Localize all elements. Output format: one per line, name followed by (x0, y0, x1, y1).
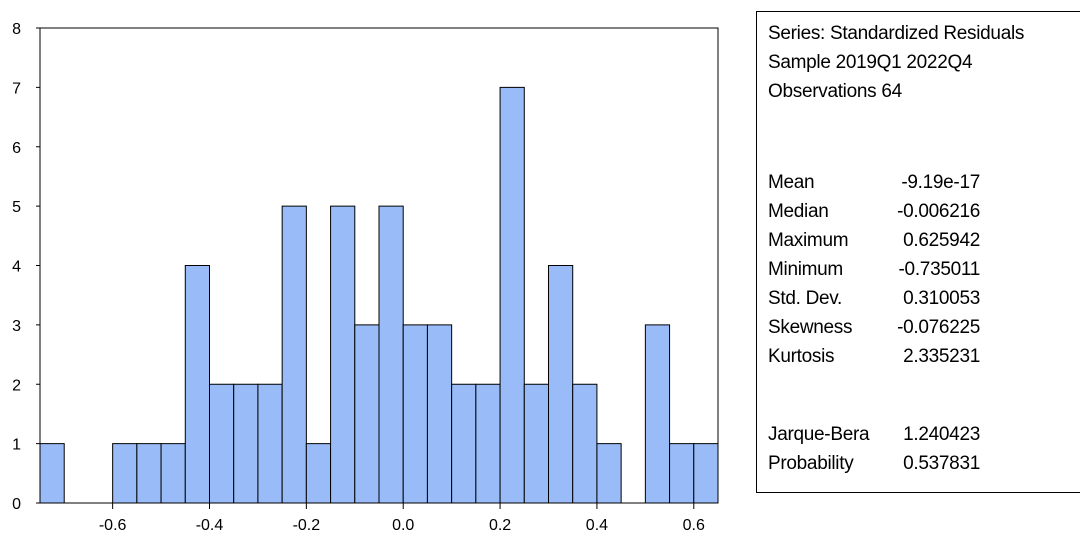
y-tick-label: 7 (12, 80, 21, 97)
histogram-bar (209, 383, 235, 504)
sample-range: Sample 2019Q1 2022Q4 (768, 52, 973, 73)
histogram-bar (499, 86, 525, 504)
histogram-bar (330, 205, 356, 504)
stat-value: 0.537831 (903, 453, 980, 474)
histogram-bar (305, 443, 332, 504)
x-tick-label: 0.0 (392, 517, 414, 534)
x-tick-label: 0.2 (489, 517, 511, 534)
stat-label: Maximum (768, 230, 849, 251)
histogram-bar (354, 324, 380, 504)
histogram-bar (112, 443, 138, 504)
descriptive-statistics-panel: Series: Standardized Residuals Sample 20… (756, 11, 1080, 493)
stat-value: -0.006216 (897, 201, 980, 222)
x-tick-label: 0.6 (683, 517, 705, 534)
y-tick-label: 4 (12, 259, 21, 276)
stat-value: -9.19e-17 (901, 172, 980, 193)
histogram-bar (378, 205, 404, 504)
y-tick-label: 8 (12, 21, 21, 38)
stat-value: -0.735011 (898, 259, 981, 280)
stat-label: Minimum (768, 259, 843, 280)
histogram-bar (596, 443, 622, 504)
stat-value: 1.240423 (903, 424, 980, 445)
histogram-bar (136, 443, 162, 504)
stats-header: Series: Standardized Residuals Sample 20… (768, 19, 1024, 106)
x-tick-label: -0.6 (99, 517, 127, 534)
stat-label: Kurtosis (768, 346, 835, 367)
stat-label: Jarque-Bera (768, 424, 870, 445)
histogram-bar (233, 383, 259, 504)
histogram-bar (475, 383, 501, 504)
histogram-bar (548, 265, 574, 504)
histogram-bar (184, 265, 211, 504)
stat-value: 0.625942 (903, 230, 980, 251)
stat-value: 2.335231 (903, 346, 980, 367)
histogram-bar (257, 383, 283, 504)
histogram-bar (693, 443, 719, 504)
x-tick-label: -0.4 (196, 517, 224, 534)
histogram-bar (669, 443, 695, 504)
histogram-bar (402, 324, 428, 504)
stat-label: Skewness (768, 317, 853, 338)
series-name: Series: Standardized Residuals (768, 23, 1025, 44)
observations-count: Observations 64 (768, 81, 902, 102)
histogram-bar (281, 205, 307, 504)
y-tick-label: 6 (12, 140, 21, 157)
histogram-bar (426, 324, 453, 504)
x-tick-label: 0.4 (586, 517, 608, 534)
histogram-bar (160, 443, 186, 504)
stat-label: Median (768, 201, 829, 222)
stat-label: Probability (768, 453, 854, 474)
histogram-bar (572, 383, 598, 504)
histogram-bars (39, 86, 719, 504)
histogram-bar (644, 324, 671, 504)
y-tick-label: 3 (12, 318, 21, 335)
y-tick-label: 0 (12, 496, 21, 513)
stat-label: Mean (768, 172, 815, 193)
x-axis: -0.6 -0.4 -0.2 0.0 0.2 0.4 0.6 (99, 503, 705, 534)
y-tick-label: 1 (12, 437, 21, 454)
stat-label: Std. Dev. (768, 288, 843, 309)
histogram-bar (451, 383, 477, 504)
y-tick-label: 2 (12, 377, 21, 394)
stat-value: 0.310053 (903, 288, 980, 309)
y-axis: 0 1 2 3 4 5 6 7 8 (12, 21, 40, 513)
x-tick-label: -0.2 (293, 517, 321, 534)
histogram-chart: 0 1 2 3 4 5 6 7 8 -0.6 -0.4 -0.2 0.0 0.2 0.4 0.6 (12, 21, 719, 534)
histogram-bar (523, 383, 549, 504)
stat-value: -0.076225 (897, 317, 980, 338)
y-tick-label: 5 (12, 199, 21, 216)
histogram-bar (39, 443, 65, 504)
